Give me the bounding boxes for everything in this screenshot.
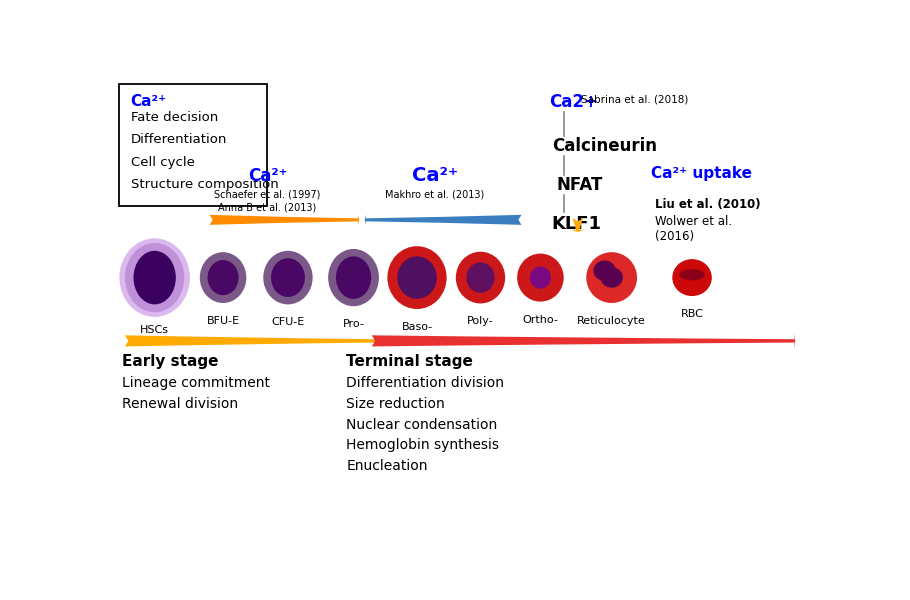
Text: BFU-E: BFU-E bbox=[207, 316, 239, 326]
Text: Anna B et al. (2013): Anna B et al. (2013) bbox=[218, 203, 317, 213]
Ellipse shape bbox=[517, 254, 563, 302]
Ellipse shape bbox=[593, 260, 616, 281]
Ellipse shape bbox=[586, 252, 637, 303]
Text: Ca2+: Ca2+ bbox=[550, 93, 599, 111]
Text: Renewal division: Renewal division bbox=[122, 397, 238, 411]
Ellipse shape bbox=[398, 256, 437, 299]
Text: Early stage: Early stage bbox=[122, 354, 218, 369]
Text: Calcineurin: Calcineurin bbox=[552, 137, 657, 155]
Text: Poly-: Poly- bbox=[467, 316, 494, 326]
Text: Differentiation division: Differentiation division bbox=[347, 376, 504, 390]
Ellipse shape bbox=[466, 262, 495, 293]
Ellipse shape bbox=[207, 260, 238, 295]
Ellipse shape bbox=[200, 252, 247, 303]
Ellipse shape bbox=[601, 268, 623, 288]
Text: NFAT: NFAT bbox=[557, 176, 603, 194]
Ellipse shape bbox=[456, 252, 505, 304]
Text: Size reduction: Size reduction bbox=[347, 397, 445, 411]
Text: Liu et al. (2010): Liu et al. (2010) bbox=[654, 198, 760, 211]
Text: Pro-: Pro- bbox=[342, 319, 365, 329]
Ellipse shape bbox=[530, 266, 551, 289]
Ellipse shape bbox=[680, 269, 704, 280]
Text: Differentiation: Differentiation bbox=[131, 133, 228, 146]
Text: Schaefer et al. (1997): Schaefer et al. (1997) bbox=[215, 190, 320, 200]
Text: Hemoglobin synthesis: Hemoglobin synthesis bbox=[347, 439, 500, 452]
Ellipse shape bbox=[134, 251, 176, 304]
Text: Nuclear condensation: Nuclear condensation bbox=[347, 418, 498, 431]
Text: Reticulocyte: Reticulocyte bbox=[577, 316, 646, 326]
Text: Fate decision: Fate decision bbox=[131, 111, 217, 124]
Ellipse shape bbox=[336, 256, 371, 299]
Text: Ca²⁺: Ca²⁺ bbox=[131, 94, 167, 109]
Ellipse shape bbox=[119, 238, 190, 317]
Text: HSCs: HSCs bbox=[140, 325, 169, 335]
Text: Cell cycle: Cell cycle bbox=[131, 155, 195, 169]
Text: Ca²⁺: Ca²⁺ bbox=[248, 167, 288, 185]
Text: Ca²⁺ uptake: Ca²⁺ uptake bbox=[652, 166, 753, 181]
Ellipse shape bbox=[271, 258, 305, 297]
Text: Structure composition: Structure composition bbox=[131, 178, 278, 191]
Text: Wolwer et al.: Wolwer et al. bbox=[654, 215, 732, 228]
Text: Enucleation: Enucleation bbox=[347, 459, 428, 473]
Ellipse shape bbox=[125, 243, 184, 312]
Text: Terminal stage: Terminal stage bbox=[347, 354, 473, 369]
FancyBboxPatch shape bbox=[118, 83, 267, 206]
Text: Lineage commitment: Lineage commitment bbox=[122, 376, 270, 390]
Ellipse shape bbox=[672, 259, 712, 296]
Text: Baso-: Baso- bbox=[401, 322, 432, 332]
Text: Ca²⁺: Ca²⁺ bbox=[411, 166, 458, 185]
Text: Makhro et al. (2013): Makhro et al. (2013) bbox=[385, 190, 484, 200]
Text: RBC: RBC bbox=[681, 309, 703, 319]
Text: (2016): (2016) bbox=[654, 230, 693, 244]
Text: Sabrina et al. (2018): Sabrina et al. (2018) bbox=[581, 95, 688, 105]
Ellipse shape bbox=[388, 246, 447, 309]
Text: Ortho-: Ortho- bbox=[522, 314, 559, 325]
Text: CFU-E: CFU-E bbox=[271, 317, 305, 328]
Text: KLF1: KLF1 bbox=[551, 215, 601, 233]
Ellipse shape bbox=[263, 251, 313, 304]
Ellipse shape bbox=[329, 249, 379, 306]
